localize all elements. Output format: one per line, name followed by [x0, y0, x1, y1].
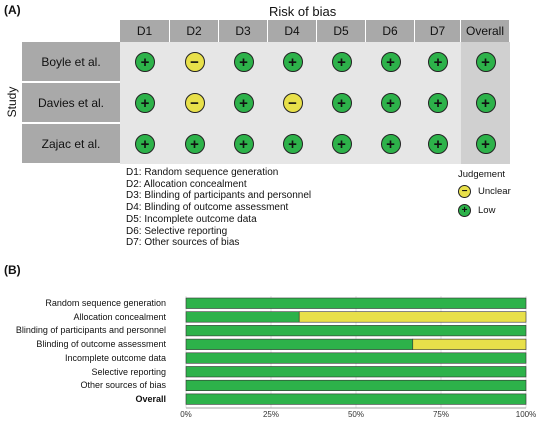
low-bar-segment: [185, 379, 527, 391]
low-bar-segment: [185, 393, 527, 405]
unclear-bar-segment: [412, 338, 527, 350]
low-risk-icon: +: [475, 52, 496, 72]
low-risk-icon: +: [282, 52, 303, 72]
low-risk-icon: +: [135, 93, 155, 113]
column-header-d4: D4: [268, 20, 317, 42]
low-risk-icon: +: [428, 52, 448, 72]
low-risk-icon: +: [475, 93, 496, 113]
domain-legend-item: D6: Selective reporting: [126, 225, 228, 237]
column-header-d5: D5: [317, 20, 366, 42]
domain-legend-item: D7: Other sources of bias: [126, 237, 240, 249]
column-header-d2: D2: [170, 20, 219, 42]
low-risk-icon: +: [282, 134, 303, 154]
low-risk-icon: +: [380, 52, 401, 72]
unclear-risk-icon: −: [184, 93, 205, 113]
low-bar-segment: [185, 311, 300, 323]
low-risk-icon: +: [135, 52, 155, 72]
domain-legend: D1: Random sequence generation D2: Alloc…: [126, 167, 311, 249]
low-risk-icon: +: [331, 52, 352, 72]
low-risk-icon: +: [428, 134, 448, 154]
unclear-bar-segment: [298, 311, 527, 323]
low-risk-icon: +: [380, 93, 401, 113]
bar-category-label: Blinding of participants and personnel: [15, 325, 166, 336]
low-risk-icon: +: [233, 52, 254, 72]
low-bar-segment: [185, 297, 527, 309]
domain-legend-item: D2: Allocation concealment: [126, 178, 247, 190]
unclear-legend-label: Unclear: [478, 186, 511, 197]
x-tick-label: 0%: [180, 410, 192, 418]
low-bar-segment: [185, 338, 414, 350]
column-header-overall: Overall: [461, 20, 510, 42]
judgement-legend-title: Judgement: [458, 169, 506, 180]
low-risk-icon: +: [380, 134, 401, 154]
low-risk-icon: +: [233, 134, 254, 154]
bar-category-label: Overall: [135, 393, 166, 404]
low-risk-icon: +: [475, 134, 496, 154]
study-row-header: Boyle et al.: [22, 42, 120, 82]
column-header-d7: D7: [415, 20, 461, 42]
domain-legend-item: D4: Blinding of outcome assessment: [126, 202, 289, 214]
bar-category-label: Random sequence generation: [45, 298, 166, 308]
bar-category-label: Selective reporting: [91, 366, 166, 377]
unclear-risk-icon: −: [282, 93, 303, 113]
low-risk-icon: +: [233, 93, 254, 113]
low-legend-label: Low: [478, 205, 496, 216]
unclear-legend-icon: −: [458, 185, 471, 198]
x-tick-label: 50%: [348, 410, 364, 418]
x-tick-label: 75%: [433, 410, 449, 418]
bar-category-label: Incomplete outcome data: [64, 352, 166, 363]
panel-b-label: (B): [4, 263, 21, 277]
domain-legend-item: D5: Incomplete outcome data: [126, 213, 257, 225]
low-risk-icon: +: [428, 93, 448, 113]
unclear-risk-icon: −: [184, 52, 205, 72]
low-risk-icon: +: [184, 134, 205, 154]
column-header-d3: D3: [219, 20, 268, 42]
low-bar-segment: [185, 325, 527, 337]
x-tick-label: 100%: [516, 410, 536, 418]
column-header-d1: D1: [120, 20, 170, 42]
bar-category-label: Allocation concealment: [73, 311, 166, 322]
domain-legend-item: D1: Random sequence generation: [126, 167, 279, 178]
bar-category-label: Blinding of outcome assessment: [36, 339, 166, 350]
low-risk-icon: +: [331, 93, 352, 113]
panel-a-label: (A): [4, 3, 21, 17]
low-legend-icon: +: [458, 204, 471, 217]
domain-legend-item: D3: Blinding of participants and personn…: [126, 190, 312, 202]
study-row-header: Zajac et al.: [22, 124, 120, 164]
study-axis-label: Study: [5, 86, 19, 118]
x-tick-label: 25%: [263, 410, 279, 418]
study-row-header: Davies et al.: [22, 83, 120, 123]
low-bar-segment: [185, 366, 527, 378]
low-bar-segment: [185, 352, 527, 364]
column-header-d6: D6: [366, 20, 415, 42]
low-risk-icon: +: [331, 134, 352, 154]
risk-of-bias-title: Risk of bias: [269, 4, 337, 19]
low-risk-icon: +: [135, 134, 155, 154]
bar-category-label: Other sources of bias: [80, 380, 166, 391]
risk-summary-bar-chart: 0% 25% 50% 75% 100%: [180, 296, 536, 418]
